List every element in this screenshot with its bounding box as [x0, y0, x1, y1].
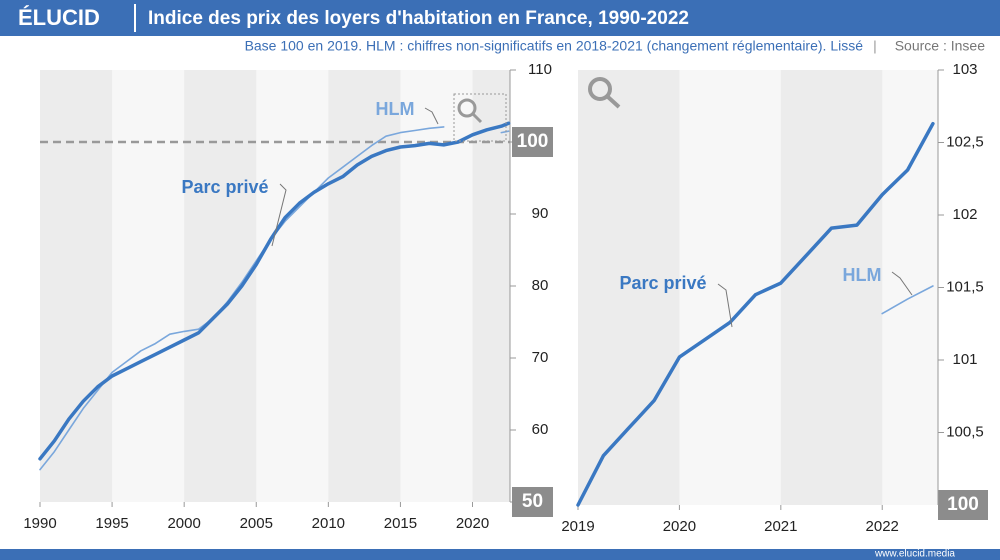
- x-tick-label: 2015: [384, 515, 417, 532]
- footer: www.elucid.media: [874, 549, 955, 560]
- line-series: [38, 121, 511, 461]
- x-tick-label: 2020: [456, 515, 489, 532]
- x-tick-label: 1995: [95, 515, 128, 532]
- annotation: HLM: [843, 265, 882, 285]
- tick-box: [938, 490, 988, 520]
- zoom-icon: [588, 77, 621, 109]
- band: [472, 70, 510, 502]
- subtitle: Base 100 en 2019. HLM : chiffres non-sig…: [245, 38, 864, 54]
- line-series: [881, 285, 934, 315]
- x-tick-label: 2022: [866, 518, 899, 535]
- y-tick-label: 50: [522, 491, 543, 512]
- band: [780, 70, 883, 505]
- line-series: [576, 121, 935, 507]
- annotation: HLM: [376, 99, 415, 119]
- annotation: Parc privé: [619, 273, 706, 293]
- footer-bar: [0, 549, 1000, 560]
- x-tick-label: 2019: [561, 518, 594, 535]
- x-tick-label: 1990: [23, 515, 56, 532]
- band: [184, 70, 257, 502]
- y-tick-label: 100: [947, 494, 979, 515]
- plots: 50 60 70 80 90 100 110 1990 1995 2000 2005 2010 2015…: [23, 61, 988, 535]
- x-tick-label: 2010: [312, 515, 345, 532]
- y-tick-label: 101: [952, 351, 977, 368]
- zoom-box: [453, 93, 507, 142]
- band: [578, 70, 680, 505]
- header-bar: [0, 0, 1000, 36]
- x-tick-label: 2021: [764, 518, 797, 535]
- y-tick-label: 90: [532, 205, 549, 222]
- zoom-icon: [457, 98, 483, 124]
- y-tick-label: 80: [532, 277, 549, 294]
- y-tick-label: 100: [517, 131, 549, 152]
- x-tick-label: 2020: [663, 518, 696, 535]
- y-tick-label: 101,5: [946, 278, 984, 295]
- title: Indice des prix des loyers d'habitation …: [148, 8, 689, 29]
- source: Source : Insee: [895, 38, 985, 54]
- y-tick-label: 60: [532, 421, 549, 438]
- annotation: Parc privé: [181, 177, 268, 197]
- band: [40, 70, 113, 502]
- leader-lines: [271, 107, 913, 328]
- logo: ÉLUCID: [18, 5, 100, 30]
- tick-box: [512, 487, 553, 517]
- y-tick-label: 103: [952, 61, 977, 78]
- y-tick-label: 102: [952, 206, 977, 223]
- separator: |: [873, 38, 877, 54]
- x-tick-label: 2000: [167, 515, 200, 532]
- x-tick-label: 2005: [240, 515, 273, 532]
- y-tick-label: 110: [528, 61, 552, 78]
- y-tick-label: 100,5: [946, 423, 984, 440]
- y-tick-label: 102,5: [946, 133, 984, 150]
- tick-box: [512, 127, 553, 157]
- y-tick-label: 70: [532, 349, 549, 366]
